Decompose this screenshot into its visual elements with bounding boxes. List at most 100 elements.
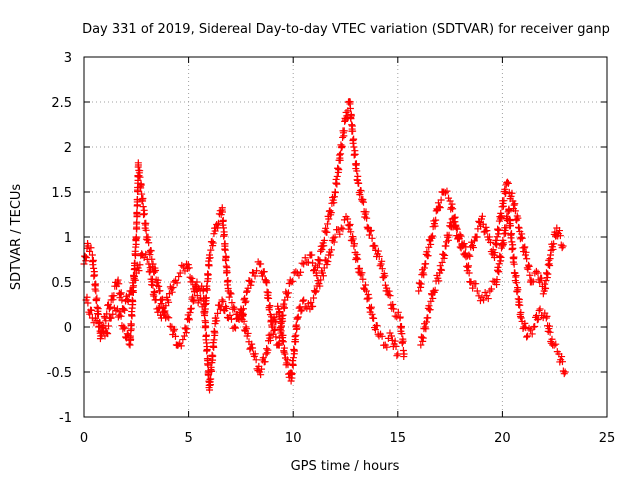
- data-point: [259, 354, 267, 362]
- x-tick-label: 20: [494, 431, 511, 446]
- data-point: [289, 277, 297, 285]
- data-point: [148, 255, 156, 263]
- data-point: [120, 323, 128, 331]
- data-point: [272, 333, 280, 341]
- data-point: [464, 263, 472, 271]
- data-point: [500, 239, 508, 247]
- data-point: [388, 332, 396, 340]
- data-point: [93, 303, 101, 311]
- data-point: [121, 324, 129, 332]
- data-point: [218, 296, 226, 304]
- data-point: [209, 239, 217, 247]
- data-point: [309, 302, 317, 310]
- data-point: [146, 251, 154, 259]
- data-point: [288, 370, 296, 378]
- data-point: [138, 190, 146, 198]
- data-point: [93, 294, 101, 302]
- data-point: [185, 264, 193, 272]
- data-point: [183, 325, 191, 333]
- data-point: [380, 274, 388, 282]
- data-point: [248, 278, 256, 286]
- data-point: [470, 237, 478, 245]
- data-point: [221, 246, 229, 254]
- data-point: [361, 285, 369, 293]
- data-point: [550, 240, 558, 248]
- data-point: [330, 238, 338, 246]
- data-point: [440, 188, 448, 196]
- data-point: [502, 224, 510, 232]
- data-point: [497, 253, 505, 261]
- y-tick-label: 1: [64, 231, 72, 246]
- data-point: [213, 317, 221, 325]
- data-point: [263, 279, 271, 287]
- data-point: [378, 265, 386, 273]
- data-point: [171, 332, 179, 340]
- data-point: [420, 271, 428, 279]
- data-point: [207, 246, 215, 254]
- data-point: [371, 326, 379, 334]
- data-point: [106, 303, 114, 311]
- x-axis-label: GPS time / hours: [291, 459, 400, 474]
- data-point: [166, 322, 174, 330]
- data-point: [316, 257, 324, 265]
- data-point: [353, 167, 361, 175]
- data-point: [240, 317, 248, 325]
- data-point: [507, 192, 515, 200]
- data-point: [493, 241, 501, 249]
- data-point: [134, 188, 142, 196]
- data-point: [528, 330, 536, 338]
- data-point: [136, 261, 144, 269]
- data-point: [244, 329, 252, 337]
- data-point: [105, 322, 113, 330]
- data-point: [297, 268, 305, 276]
- data-point: [147, 247, 155, 255]
- data-point: [168, 288, 176, 296]
- data-point: [505, 207, 513, 215]
- data-point: [312, 287, 320, 295]
- data-point: [447, 203, 455, 211]
- data-point: [419, 337, 427, 345]
- data-point: [509, 244, 517, 252]
- data-point: [529, 278, 537, 286]
- data-point: [170, 327, 178, 335]
- data-point: [257, 371, 265, 379]
- data-point: [472, 280, 480, 288]
- data-point: [187, 304, 195, 312]
- data-point: [293, 324, 301, 332]
- data-point: [515, 223, 523, 231]
- data-point: [114, 276, 122, 284]
- data-point: [237, 305, 245, 313]
- data-point: [308, 251, 316, 259]
- data-point: [426, 306, 434, 314]
- data-point: [522, 248, 530, 256]
- data-point: [324, 220, 332, 228]
- data-point: [173, 279, 181, 287]
- y-tick-label: 2.5: [51, 96, 72, 111]
- data-point: [523, 255, 531, 263]
- data-point: [459, 241, 467, 249]
- data-point: [561, 368, 569, 376]
- data-point: [336, 156, 344, 164]
- data-point: [486, 233, 494, 241]
- data-point: [352, 160, 360, 168]
- data-point: [536, 278, 544, 286]
- data-point: [185, 314, 193, 322]
- data-point: [175, 273, 183, 281]
- data-point: [394, 308, 402, 316]
- data-point: [287, 278, 295, 286]
- data-point: [132, 240, 140, 248]
- data-point: [132, 251, 140, 259]
- data-point: [301, 254, 309, 262]
- data-point: [307, 298, 315, 306]
- data-point: [363, 223, 371, 231]
- data-point: [170, 278, 178, 286]
- data-point: [350, 135, 358, 143]
- y-axis-label: SDTVAR / TECUs: [9, 184, 24, 291]
- data-point: [427, 240, 435, 248]
- data-point: [323, 228, 331, 236]
- data-point: [276, 308, 284, 316]
- data-point: [221, 240, 229, 248]
- data-point: [441, 251, 449, 259]
- data-point: [532, 267, 540, 275]
- data-point: [300, 296, 308, 304]
